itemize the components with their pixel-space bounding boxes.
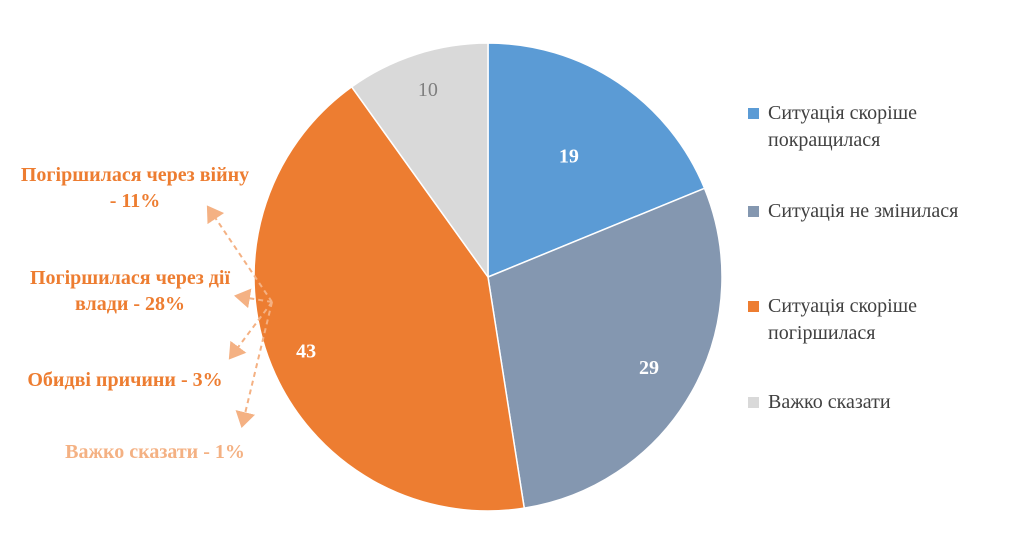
- legend-label: Ситуація скоріше покращилася: [768, 102, 918, 151]
- annotation-authorities: Погіршилася через дії влади - 28%: [29, 267, 231, 315]
- legend-swatch: [748, 301, 759, 312]
- arrow-both-reasons: [228, 301, 273, 360]
- annotation-arrows: [206, 205, 273, 428]
- legend-item-unchanged: Ситуація не змінилася: [748, 198, 1018, 225]
- data-label: 43: [296, 341, 316, 363]
- legend-label: Ситуація скоріше погіршилася: [768, 295, 918, 344]
- arrow-hard-to-say: [235, 301, 273, 428]
- pie-slices: [253, 42, 723, 512]
- legend-item-worsened: Ситуація скоріше погіршилася: [748, 293, 1018, 347]
- slice-unchanged: [487, 187, 723, 510]
- arrow-authorities: [234, 288, 273, 309]
- legend-swatch: [748, 397, 759, 408]
- annotation-both-reasons: Обидві причини - 3%: [27, 369, 223, 391]
- legend-item-hard-to-say: Важко сказати: [748, 389, 1018, 416]
- data-label: 19: [559, 146, 579, 168]
- slice-hard-to-say: [350, 42, 489, 280]
- annotation-hard-to-say: Важко сказати - 1%: [65, 441, 245, 463]
- legend-label: Важко сказати: [768, 391, 891, 413]
- legend-label: Ситуація не змінилася: [768, 200, 959, 222]
- annotation-war: Погіршилася через війну - 11%: [20, 164, 250, 212]
- slice-improved: [487, 42, 706, 279]
- data-label: 29: [639, 357, 659, 379]
- pie-data-labels: 19 29 43 10: [296, 79, 659, 379]
- legend-swatch: [748, 108, 759, 119]
- legend-swatch: [748, 206, 759, 217]
- data-label: 10: [418, 79, 438, 101]
- slice-worsened: [253, 85, 526, 512]
- arrow-war: [206, 205, 273, 303]
- legend-item-improved: Ситуація скоріше покращилася: [748, 100, 1018, 154]
